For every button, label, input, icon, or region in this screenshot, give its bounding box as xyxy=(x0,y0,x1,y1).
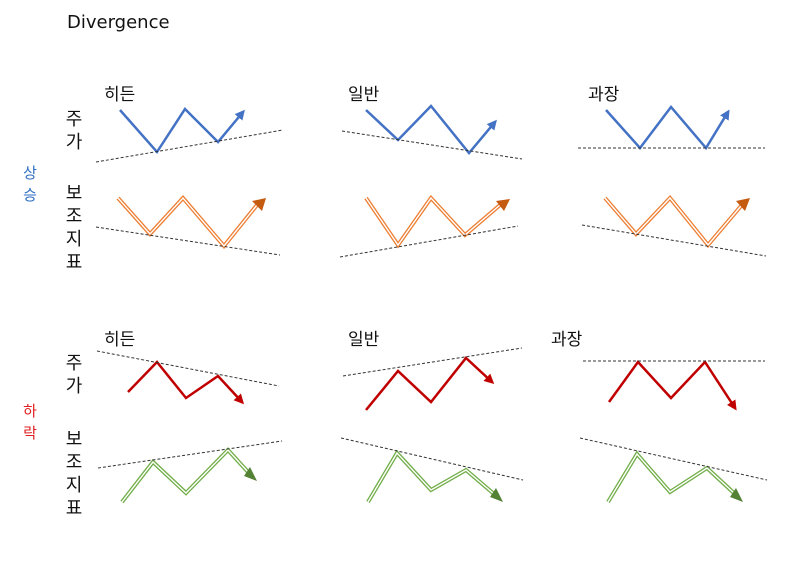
price-line-exaggerated-down xyxy=(607,359,737,411)
column-label-hidden-down: 히든 xyxy=(104,330,136,350)
indicator-label-down: 보조지표 xyxy=(65,429,83,519)
trendline-indicator-exaggerated-up xyxy=(581,224,767,257)
trendline-indicator-regular-down xyxy=(340,437,524,481)
price-label-up: 주가 xyxy=(65,109,83,153)
price-line-hidden-down xyxy=(127,360,245,405)
indicator-label-up: 보조지표 xyxy=(65,183,83,273)
indicator-arrow-regular-up xyxy=(496,199,510,211)
trendline-price-regular-down xyxy=(342,347,523,377)
indicator-arrow-exaggerated-down xyxy=(730,488,743,502)
price-label-down: 주가 xyxy=(65,353,83,397)
price-line-regular-up xyxy=(365,104,497,155)
column-label-exaggerated-up: 과장 xyxy=(588,85,620,105)
indicator-line-exaggerated-down xyxy=(606,450,737,504)
trendline-indicator-hidden-up xyxy=(95,226,281,256)
column-label-regular-up: 일반 xyxy=(348,85,380,105)
trendline-indicator-hidden-down xyxy=(97,440,283,469)
trendline-price-hidden-up xyxy=(95,129,284,163)
trendline-price-hidden-down xyxy=(96,350,280,387)
side-label-down: 하락 xyxy=(23,402,37,442)
indicator-arrow-regular-down xyxy=(490,488,503,502)
indicator-arrow-exaggerated-up xyxy=(736,198,750,211)
trendline-price-regular-up xyxy=(341,130,523,160)
column-label-regular-down: 일반 xyxy=(348,330,380,350)
price-line-hidden-up xyxy=(119,107,245,155)
diagram-title: Divergence xyxy=(67,12,170,33)
price-line-regular-down xyxy=(365,356,495,411)
column-label-hidden-up: 히든 xyxy=(104,85,136,105)
indicator-arrow-hidden-up xyxy=(252,198,266,211)
column-label-exaggerated-down: 과장 xyxy=(551,330,583,350)
indicator-line-hidden-down xyxy=(120,447,250,504)
trendline-indicator-regular-up xyxy=(339,225,519,258)
price-line-exaggerated-up xyxy=(605,105,730,151)
trendline-indicator-exaggerated-down xyxy=(579,437,768,481)
side-label-up: 상승 xyxy=(23,164,37,204)
indicator-arrow-hidden-down xyxy=(244,467,257,481)
